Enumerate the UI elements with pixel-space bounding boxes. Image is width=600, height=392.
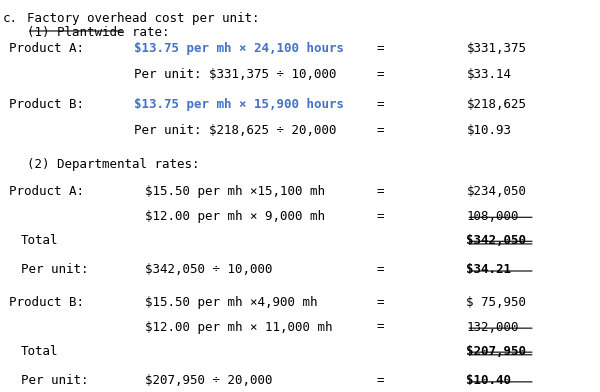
Text: (1) Plantwide rate:: (1) Plantwide rate: (26, 25, 169, 39)
Text: $ 75,950: $ 75,950 (466, 296, 526, 309)
Text: =: = (377, 98, 384, 111)
Text: =: = (377, 185, 384, 198)
Text: =: = (377, 374, 384, 387)
Text: $342,050 ÷ 10,000: $342,050 ÷ 10,000 (145, 263, 273, 276)
Text: 108,000: 108,000 (466, 210, 519, 223)
Text: $342,050: $342,050 (466, 234, 526, 247)
Text: Total: Total (20, 234, 58, 247)
Text: $12.00 per mh × 11,000 mh: $12.00 per mh × 11,000 mh (145, 321, 333, 334)
Text: $218,625: $218,625 (466, 98, 526, 111)
Text: =: = (377, 296, 384, 309)
Text: $207,950 ÷ 20,000: $207,950 ÷ 20,000 (145, 374, 273, 387)
Text: Per unit: $331,375 ÷ 10,000: Per unit: $331,375 ÷ 10,000 (134, 67, 336, 80)
Text: Factory overhead cost per unit:: Factory overhead cost per unit: (26, 12, 259, 25)
Text: $15.50 per mh ×15,100 mh: $15.50 per mh ×15,100 mh (145, 185, 325, 198)
Text: $12.00 per mh × 9,000 mh: $12.00 per mh × 9,000 mh (145, 210, 325, 223)
Text: c.: c. (3, 12, 18, 25)
Text: Product B:: Product B: (9, 296, 84, 309)
Text: $10.93: $10.93 (466, 124, 511, 137)
Text: $34.21: $34.21 (466, 263, 511, 276)
Text: Per unit: $218,625 ÷ 20,000: Per unit: $218,625 ÷ 20,000 (134, 124, 336, 137)
Text: $33.14: $33.14 (466, 67, 511, 80)
Text: $207,950: $207,950 (466, 345, 526, 358)
Text: $13.75 per mh × 15,900 hours: $13.75 per mh × 15,900 hours (134, 98, 344, 111)
Text: Per unit:: Per unit: (20, 263, 88, 276)
Text: Product A:: Product A: (9, 185, 84, 198)
Text: 132,000: 132,000 (466, 321, 519, 334)
Text: =: = (377, 321, 384, 334)
Text: =: = (377, 124, 384, 137)
Text: $10.40: $10.40 (466, 374, 511, 387)
Text: =: = (377, 263, 384, 276)
Text: Total: Total (20, 345, 58, 358)
Text: $331,375: $331,375 (466, 42, 526, 54)
Text: =: = (377, 42, 384, 54)
Text: Per unit:: Per unit: (20, 374, 88, 387)
Text: $13.75 per mh × 24,100 hours: $13.75 per mh × 24,100 hours (134, 42, 344, 54)
Text: (2) Departmental rates:: (2) Departmental rates: (26, 158, 199, 171)
Text: Product B:: Product B: (9, 98, 84, 111)
Text: Product A:: Product A: (9, 42, 84, 54)
Text: $15.50 per mh ×4,900 mh: $15.50 per mh ×4,900 mh (145, 296, 318, 309)
Text: $234,050: $234,050 (466, 185, 526, 198)
Text: =: = (377, 210, 384, 223)
Text: =: = (377, 67, 384, 80)
